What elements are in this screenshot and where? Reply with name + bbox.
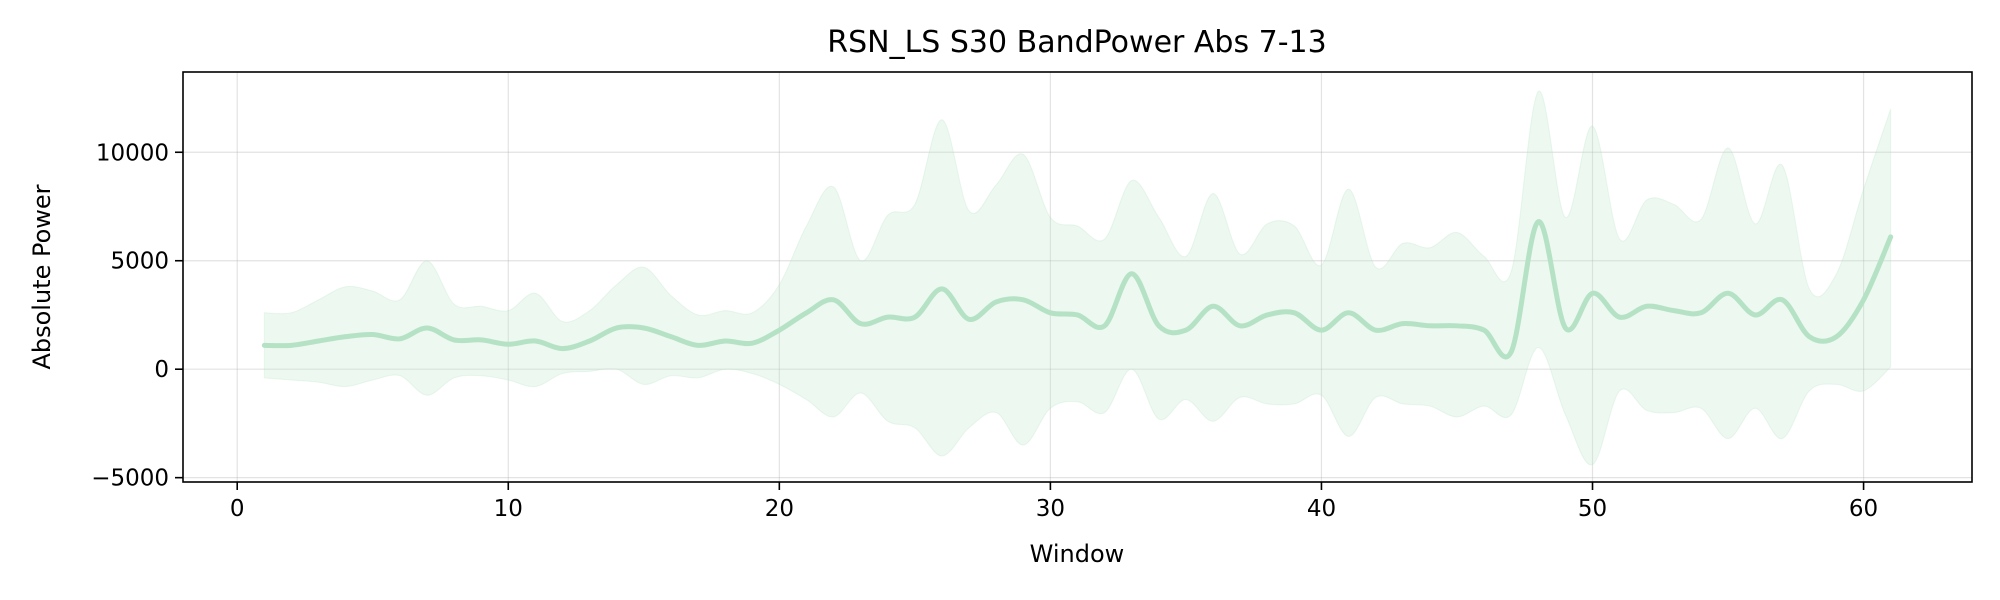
std-band <box>263 90 1892 466</box>
x-axis: 0 10 20 30 40 50 60 <box>230 482 1878 522</box>
plot-frame <box>182 71 1973 483</box>
y-tick-label: 0 <box>154 357 169 383</box>
x-tick-label: 0 <box>230 496 245 522</box>
chart-title: RSN_LS S30 BandPower Abs 7-13 <box>827 25 1326 60</box>
y-tick-label: 5000 <box>110 249 169 275</box>
x-tick-label: 30 <box>1036 496 1065 522</box>
x-tick-label: 40 <box>1307 496 1336 522</box>
x-tick-label: 50 <box>1578 496 1607 522</box>
y-tick-label: 10000 <box>96 140 169 166</box>
y-axis-label: Absolute Power <box>28 184 56 369</box>
x-axis-label: Window <box>1030 540 1125 568</box>
y-tick-label: −5000 <box>91 466 169 492</box>
grid <box>183 72 1972 482</box>
x-tick-label: 10 <box>494 496 523 522</box>
y-axis: −5000 0 5000 10000 <box>91 140 183 492</box>
mean-line <box>261 219 1894 360</box>
x-tick-label: 60 <box>1849 496 1878 522</box>
x-tick-label: 20 <box>765 496 794 522</box>
